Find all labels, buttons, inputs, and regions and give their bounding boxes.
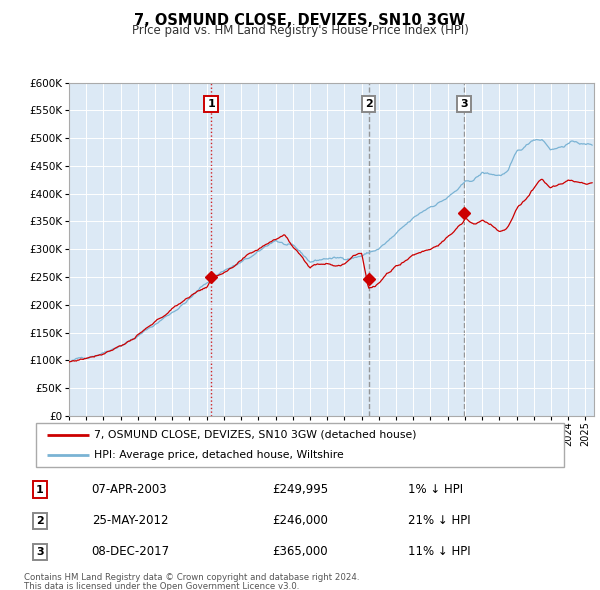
Text: 7, OSMUND CLOSE, DEVIZES, SN10 3GW (detached house): 7, OSMUND CLOSE, DEVIZES, SN10 3GW (deta…	[94, 430, 416, 440]
Text: Contains HM Land Registry data © Crown copyright and database right 2024.: Contains HM Land Registry data © Crown c…	[24, 573, 359, 582]
Text: £246,000: £246,000	[272, 514, 328, 527]
Text: 1: 1	[208, 99, 215, 109]
Text: £249,995: £249,995	[272, 483, 328, 496]
Text: 2: 2	[36, 516, 44, 526]
FancyBboxPatch shape	[36, 423, 564, 467]
Text: 25-MAY-2012: 25-MAY-2012	[92, 514, 168, 527]
Text: 1: 1	[36, 484, 44, 494]
Text: 3: 3	[36, 547, 44, 557]
Text: 2: 2	[365, 99, 373, 109]
Text: 11% ↓ HPI: 11% ↓ HPI	[407, 545, 470, 558]
Text: 7, OSMUND CLOSE, DEVIZES, SN10 3GW: 7, OSMUND CLOSE, DEVIZES, SN10 3GW	[134, 13, 466, 28]
Text: 07-APR-2003: 07-APR-2003	[92, 483, 167, 496]
Text: This data is licensed under the Open Government Licence v3.0.: This data is licensed under the Open Gov…	[24, 582, 299, 590]
Text: Price paid vs. HM Land Registry's House Price Index (HPI): Price paid vs. HM Land Registry's House …	[131, 24, 469, 37]
Text: 21% ↓ HPI: 21% ↓ HPI	[407, 514, 470, 527]
Text: £365,000: £365,000	[272, 545, 328, 558]
Text: 08-DEC-2017: 08-DEC-2017	[92, 545, 170, 558]
Text: HPI: Average price, detached house, Wiltshire: HPI: Average price, detached house, Wilt…	[94, 450, 344, 460]
Text: 1% ↓ HPI: 1% ↓ HPI	[407, 483, 463, 496]
Text: 3: 3	[460, 99, 467, 109]
